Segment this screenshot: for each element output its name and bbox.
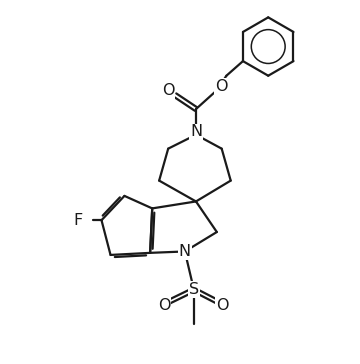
Text: O: O — [216, 298, 229, 313]
Text: N: N — [179, 244, 191, 259]
Text: O: O — [162, 83, 175, 99]
Text: N: N — [190, 124, 202, 139]
Text: F: F — [73, 213, 82, 228]
Text: S: S — [189, 282, 199, 297]
Text: O: O — [215, 79, 227, 94]
Text: O: O — [158, 298, 170, 313]
